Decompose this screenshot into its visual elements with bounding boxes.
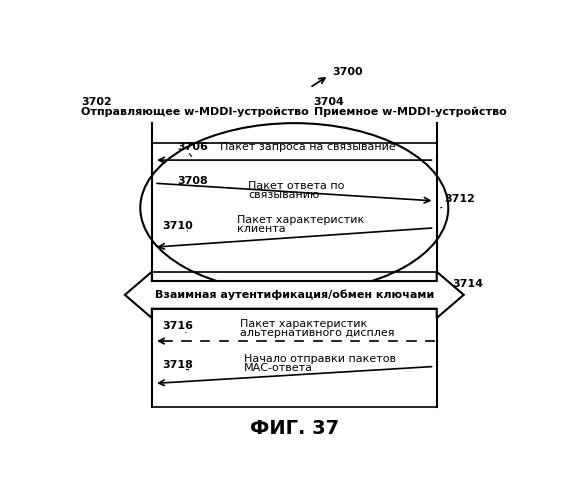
Text: Начало отправки пакетов: Начало отправки пакетов (244, 354, 396, 364)
Text: 3712: 3712 (441, 194, 475, 208)
Text: ФИГ. 37: ФИГ. 37 (249, 418, 339, 438)
Text: Пакет запроса на связывание: Пакет запроса на связывание (220, 142, 396, 152)
Text: 3714: 3714 (452, 279, 483, 295)
Text: 3708: 3708 (177, 176, 208, 186)
Text: МАС-ответа: МАС-ответа (244, 363, 313, 373)
Text: 3718: 3718 (162, 360, 193, 370)
Text: Отправляющее w-MDDI-устройство: Отправляющее w-MDDI-устройство (81, 108, 309, 118)
Text: 3700: 3700 (333, 66, 363, 76)
Text: связыванию: связыванию (248, 190, 319, 200)
Text: альтернативного дисплея: альтернативного дисплея (241, 328, 395, 338)
Text: Приемное w-MDDI-устройство: Приемное w-MDDI-устройство (313, 108, 507, 118)
Text: 3706: 3706 (177, 142, 208, 152)
Text: 3710: 3710 (162, 220, 193, 230)
Text: 3702: 3702 (81, 98, 112, 108)
Polygon shape (125, 272, 464, 318)
Text: Взаимная аутентификация/обмен ключами: Взаимная аутентификация/обмен ключами (154, 290, 434, 300)
Bar (152, 308, 437, 406)
Text: клиента: клиента (237, 224, 285, 234)
Text: Пакет ответа по: Пакет ответа по (248, 180, 345, 190)
Text: Пакет характеристик: Пакет характеристик (241, 319, 367, 329)
Bar (152, 143, 437, 272)
Text: Пакет характеристик: Пакет характеристик (237, 215, 364, 225)
Text: 3716: 3716 (162, 322, 193, 332)
Text: 3704: 3704 (313, 98, 345, 108)
